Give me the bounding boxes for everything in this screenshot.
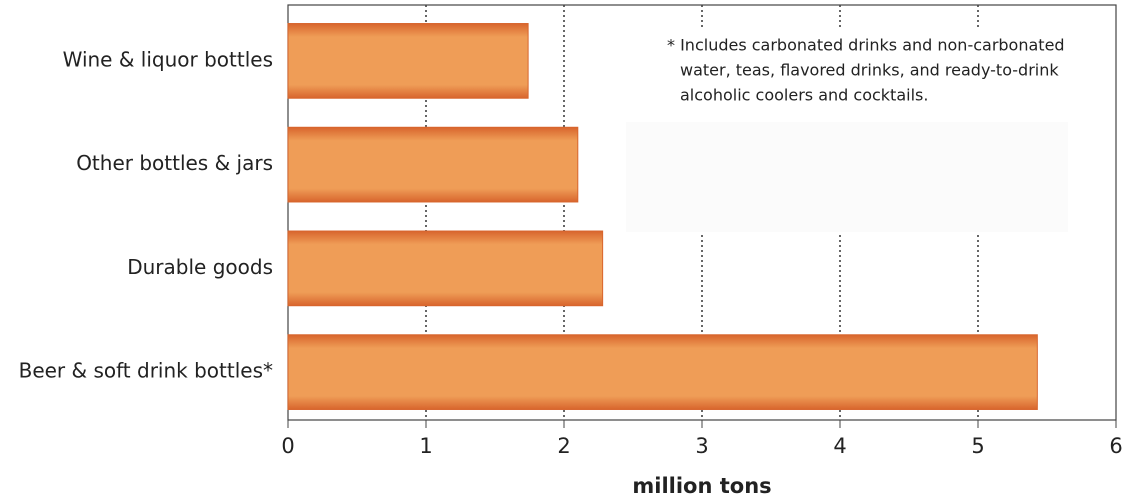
x-tick-label: 6 (1109, 434, 1122, 458)
bar (287, 334, 1038, 410)
bar (287, 126, 579, 203)
bar (287, 23, 529, 99)
x-tick-label: 1 (419, 434, 432, 458)
x-tick-label: 0 (281, 434, 294, 458)
annotation: water, teas, flavored drinks, and ready-… (680, 61, 1059, 80)
x-tick-label: 3 (695, 434, 708, 458)
y-tick-label: Wine & liquor bottles (63, 47, 273, 71)
y-tick-label: Durable goods (127, 255, 273, 279)
x-axis-label: million tons (632, 474, 771, 498)
annotation: * Includes carbonated drinks and non-car… (667, 36, 1065, 55)
y-tick-label: Beer & soft drink bottles* (19, 359, 273, 383)
annotation-box (626, 30, 1068, 122)
x-tick-label: 5 (971, 434, 984, 458)
annotation: alcoholic coolers and cocktails. (680, 86, 928, 105)
y-tick-label: Other bottles & jars (76, 151, 273, 175)
annotation-shade (626, 122, 1068, 232)
x-tick-label: 2 (557, 434, 570, 458)
x-tick-label: 4 (833, 434, 846, 458)
bar (287, 230, 604, 307)
plot-frame (287, 4, 1117, 421)
